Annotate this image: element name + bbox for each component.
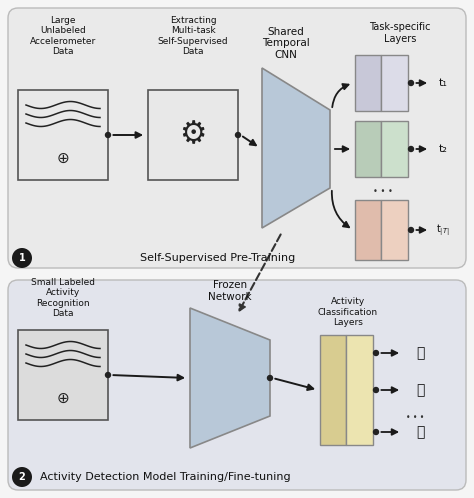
FancyArrowPatch shape (416, 227, 425, 233)
Bar (346, 335, 373, 445)
Circle shape (409, 146, 413, 151)
Circle shape (236, 132, 240, 137)
Text: • • •: • • • (373, 186, 393, 196)
Bar (355, 200, 381, 260)
FancyArrowPatch shape (381, 429, 397, 435)
Circle shape (267, 375, 273, 380)
Text: Activity Detection Model Training/Fine-tuning: Activity Detection Model Training/Fine-t… (40, 472, 291, 482)
FancyArrowPatch shape (113, 132, 141, 138)
FancyBboxPatch shape (8, 280, 466, 490)
Text: Large
Unlabeled
Accelerometer
Data: Large Unlabeled Accelerometer Data (30, 16, 96, 56)
Bar (18, 90, 108, 180)
Text: Task-specific
Layers: Task-specific Layers (369, 22, 431, 44)
Circle shape (374, 351, 379, 356)
FancyArrowPatch shape (113, 375, 183, 380)
FancyArrowPatch shape (275, 378, 313, 390)
Bar (381, 200, 408, 260)
Text: ⊕: ⊕ (56, 150, 69, 165)
Circle shape (409, 81, 413, 86)
FancyArrowPatch shape (335, 146, 348, 152)
Bar (320, 335, 346, 445)
Text: 🚴: 🚴 (416, 425, 424, 439)
FancyArrowPatch shape (381, 350, 397, 356)
FancyArrowPatch shape (332, 191, 349, 227)
FancyArrowPatch shape (381, 387, 397, 393)
FancyArrowPatch shape (243, 136, 256, 145)
Bar (18, 330, 108, 420)
Text: 🏃: 🏃 (416, 346, 424, 360)
Circle shape (12, 248, 32, 268)
FancyArrowPatch shape (416, 80, 425, 86)
Text: t₁: t₁ (438, 78, 447, 88)
Text: 1: 1 (18, 253, 26, 263)
Circle shape (106, 132, 110, 137)
Text: Frozen
Network: Frozen Network (208, 280, 252, 302)
Bar (355, 121, 381, 177)
Circle shape (106, 373, 110, 377)
FancyArrowPatch shape (239, 235, 281, 311)
Polygon shape (262, 68, 330, 228)
Polygon shape (190, 308, 270, 448)
Circle shape (12, 467, 32, 487)
Text: t₂: t₂ (438, 144, 447, 154)
Text: 🪑: 🪑 (416, 383, 424, 397)
Text: 2: 2 (18, 472, 26, 482)
Bar (381, 55, 408, 111)
Bar (381, 121, 408, 177)
Bar (148, 90, 238, 180)
Circle shape (409, 228, 413, 233)
Text: Activity
Classification
Layers: Activity Classification Layers (318, 297, 378, 327)
FancyArrowPatch shape (416, 146, 425, 152)
Bar (355, 55, 381, 111)
Circle shape (374, 429, 379, 434)
Circle shape (374, 387, 379, 392)
Text: Self-Supervised Pre-Training: Self-Supervised Pre-Training (140, 253, 295, 263)
Text: ⚙: ⚙ (179, 121, 207, 149)
FancyBboxPatch shape (8, 8, 466, 268)
FancyArrowPatch shape (332, 84, 348, 107)
Text: t$_{|T|}$: t$_{|T|}$ (436, 222, 450, 238)
Text: Small Labeled
Activity
Recognition
Data: Small Labeled Activity Recognition Data (31, 278, 95, 318)
Text: Extracting
Multi-task
Self-Supervised
Data: Extracting Multi-task Self-Supervised Da… (158, 16, 228, 56)
Text: ⊕: ⊕ (56, 390, 69, 405)
Text: Shared
Temporal
CNN: Shared Temporal CNN (262, 27, 310, 60)
Text: • • •: • • • (406, 412, 424, 421)
